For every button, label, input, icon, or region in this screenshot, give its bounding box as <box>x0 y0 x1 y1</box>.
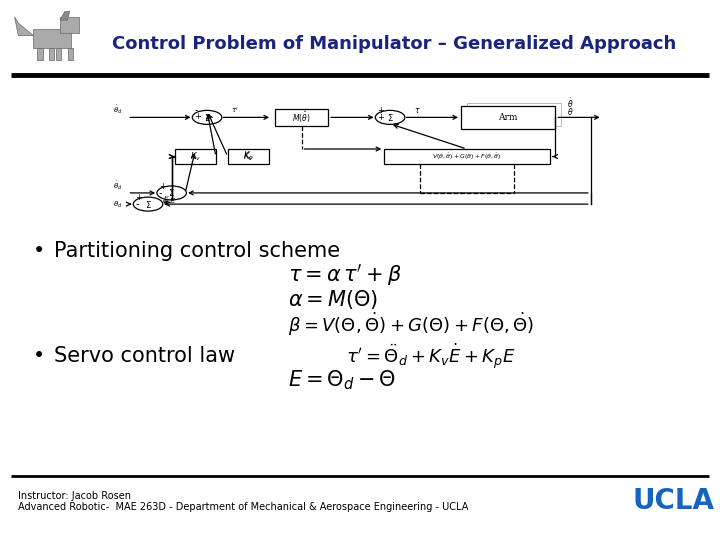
Bar <box>275 109 328 126</box>
Text: $M(\hat{\theta})$: $M(\hat{\theta})$ <box>292 110 311 125</box>
Text: $\tau = \alpha\, \tau^{\prime} + \beta$: $\tau = \alpha\, \tau^{\prime} + \beta$ <box>288 262 402 288</box>
Text: +: + <box>194 112 201 121</box>
Text: E: E <box>169 197 174 205</box>
Circle shape <box>157 186 186 200</box>
Text: $\dot{\theta}$: $\dot{\theta}$ <box>567 96 574 110</box>
Polygon shape <box>33 29 71 48</box>
Text: E: E <box>163 196 168 201</box>
Polygon shape <box>37 48 42 60</box>
Text: $K_v$: $K_v$ <box>243 150 254 163</box>
Polygon shape <box>14 17 33 36</box>
Polygon shape <box>60 11 70 20</box>
Text: $\Sigma$: $\Sigma$ <box>387 112 394 123</box>
Text: $\tau$: $\tau$ <box>414 106 420 115</box>
Text: $\alpha = M(\Theta)$: $\alpha = M(\Theta)$ <box>288 288 378 311</box>
Text: •: • <box>32 346 45 367</box>
Text: Arm: Arm <box>498 113 518 122</box>
Text: Control Problem of Manipulator – Generalized Approach: Control Problem of Manipulator – General… <box>112 35 676 53</box>
Text: $\theta_d$: $\theta_d$ <box>112 200 122 210</box>
Text: $K_v$: $K_v$ <box>190 150 201 163</box>
Text: -: - <box>135 199 138 209</box>
Polygon shape <box>56 48 61 60</box>
Text: Servo control law: Servo control law <box>54 346 235 367</box>
Bar <box>174 149 216 164</box>
Text: Partitioning control scheme: Partitioning control scheme <box>54 241 340 261</box>
Text: +: + <box>377 106 384 115</box>
Bar <box>384 149 549 164</box>
Text: $\Sigma$: $\Sigma$ <box>168 187 175 198</box>
Text: $K_p$: $K_p$ <box>243 150 254 163</box>
Text: UCLA: UCLA <box>632 487 714 515</box>
Text: +: + <box>135 193 142 202</box>
Text: $\dot{\theta}_d$: $\dot{\theta}_d$ <box>112 103 122 117</box>
Polygon shape <box>60 17 78 32</box>
Text: $\tau^{\prime} = \ddot{\Theta}_d + K_v \dot{E} + K_p E$: $\tau^{\prime} = \ddot{\Theta}_d + K_v \… <box>346 342 515 371</box>
Text: $\dot{\theta}_d$: $\dot{\theta}_d$ <box>112 179 122 192</box>
Bar <box>228 149 269 164</box>
Text: •: • <box>32 241 45 261</box>
Text: $\theta$: $\theta$ <box>567 106 574 117</box>
Text: +: + <box>158 182 166 191</box>
Text: $\tau'$: $\tau'$ <box>230 105 238 116</box>
Circle shape <box>375 110 405 124</box>
Circle shape <box>133 197 163 211</box>
Text: $V(\theta,\dot{\theta})+G(\theta)+F(\theta,\dot{\theta})$: $V(\theta,\dot{\theta})+G(\theta)+F(\the… <box>432 151 502 162</box>
Polygon shape <box>48 48 54 60</box>
Circle shape <box>192 110 222 124</box>
Text: $\Sigma$: $\Sigma$ <box>145 199 151 210</box>
Text: Advanced Robotic-  MAE 263D - Department of Mechanical & Aerospace Engineering -: Advanced Robotic- MAE 263D - Department … <box>18 502 469 511</box>
Text: +: + <box>377 113 384 122</box>
Text: Instructor: Jacob Rosen: Instructor: Jacob Rosen <box>18 491 131 501</box>
Polygon shape <box>68 48 73 60</box>
Text: $\Sigma$: $\Sigma$ <box>204 112 210 123</box>
Text: $\beta = V(\Theta,\dot{\Theta}) + G(\Theta) + F(\Theta,\dot{\Theta})$: $\beta = V(\Theta,\dot{\Theta}) + G(\The… <box>288 310 534 338</box>
Text: -: - <box>158 188 162 198</box>
Text: -: - <box>194 105 197 115</box>
Bar <box>467 103 562 126</box>
Bar <box>461 106 555 129</box>
Text: $E = \Theta_d - \Theta$: $E = \Theta_d - \Theta$ <box>288 369 396 393</box>
